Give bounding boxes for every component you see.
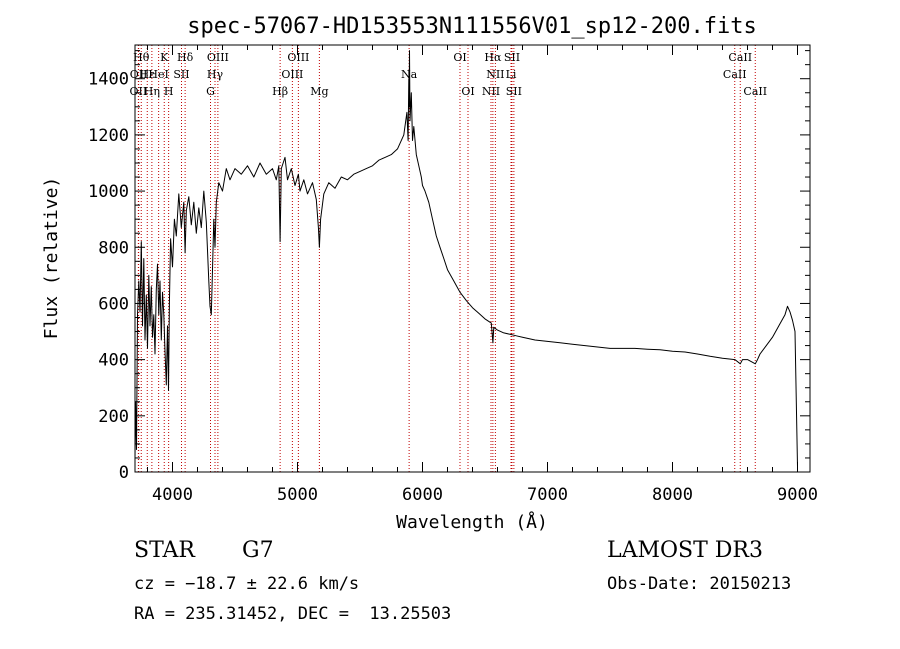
line-label-23: Li — [506, 68, 517, 81]
line-label-4: Hη — [144, 85, 160, 98]
spectrum-series — [134, 50, 798, 467]
line-label-3: Hε — [140, 68, 156, 81]
plot-frame — [134, 44, 811, 473]
line-label-14: OIII — [281, 68, 303, 81]
object-class: STAR — [134, 538, 195, 563]
survey-name: LAMOST DR3 — [607, 538, 763, 563]
line-label-6: K — [160, 51, 169, 64]
y-tick-label-200: 200 — [98, 407, 129, 427]
line-label-27: CaII — [728, 51, 752, 64]
y-tick-label-1000: 1000 — [88, 182, 129, 202]
line-label-5: HeI — [148, 68, 168, 81]
x-tick-label-5000: 5000 — [277, 485, 318, 505]
y-tick-label-400: 400 — [98, 351, 129, 371]
line-label-17: Na — [401, 68, 418, 81]
ra-dec: RA = 235.31452, DEC = 13.25503 — [134, 604, 452, 624]
y-tick-label-800: 800 — [98, 238, 129, 258]
line-label-15: OIII — [287, 51, 309, 64]
line-label-1: OII — [130, 68, 148, 81]
line-label-2: OII — [130, 85, 148, 98]
line-label-28: CaII — [743, 85, 767, 98]
line-label-0: Hθ — [133, 51, 150, 64]
line-label-13: Hβ — [272, 85, 288, 98]
line-label-9: Hδ — [177, 51, 194, 64]
axes: 4000 5000 6000 7000 8000 9000 0 200 400 600 800 100… — [88, 45, 818, 505]
line-label-18: OI — [453, 51, 466, 64]
line-label-20: NII — [482, 85, 500, 98]
y-tick-label-1400: 1400 — [88, 70, 129, 90]
x-axis-label: Wavelength (Å) — [396, 511, 548, 533]
x-tick-label-7000: 7000 — [527, 485, 568, 505]
line-label-16: Mg — [310, 85, 328, 98]
spectrum-line — [134, 50, 798, 467]
object-subclass: G7 — [242, 538, 274, 563]
line-label-19: OI — [461, 85, 474, 98]
chart-title: spec-57067-HD153553N111556V01_sp12-200.f… — [187, 14, 757, 39]
line-label-26: CaII — [723, 68, 747, 81]
y-tick-label-600: 600 — [98, 294, 129, 314]
observation-date: Obs-Date: 20150213 — [607, 574, 792, 594]
spectral-line-labels: HθOIIOIIHεHηHeIKHSIIHδGHγOIIIHβOIIIOIIIM… — [130, 51, 768, 98]
x-tick-label-8000: 8000 — [652, 485, 693, 505]
redshift-cz: cz = −18.7 ± 22.6 km/s — [134, 574, 360, 594]
x-tick-label-9000: 9000 — [777, 485, 818, 505]
y-tick-label-1200: 1200 — [88, 126, 129, 146]
line-label-7: H — [164, 85, 174, 98]
line-label-22: NII — [486, 68, 504, 81]
line-label-25: SII — [506, 85, 522, 98]
line-label-8: SII — [173, 68, 189, 81]
y-axis-label: Flux (relative) — [41, 177, 62, 340]
x-tick-label-6000: 6000 — [402, 485, 443, 505]
y-tick-label-0: 0 — [119, 463, 129, 483]
line-label-11: Hγ — [207, 68, 224, 81]
line-label-12: OIII — [207, 51, 229, 64]
spectral-line-markers — [137, 45, 756, 472]
line-label-24: SII — [504, 51, 520, 64]
line-label-21: Hα — [484, 51, 502, 64]
x-tick-label-4000: 4000 — [152, 485, 193, 505]
line-label-10: G — [206, 85, 215, 98]
